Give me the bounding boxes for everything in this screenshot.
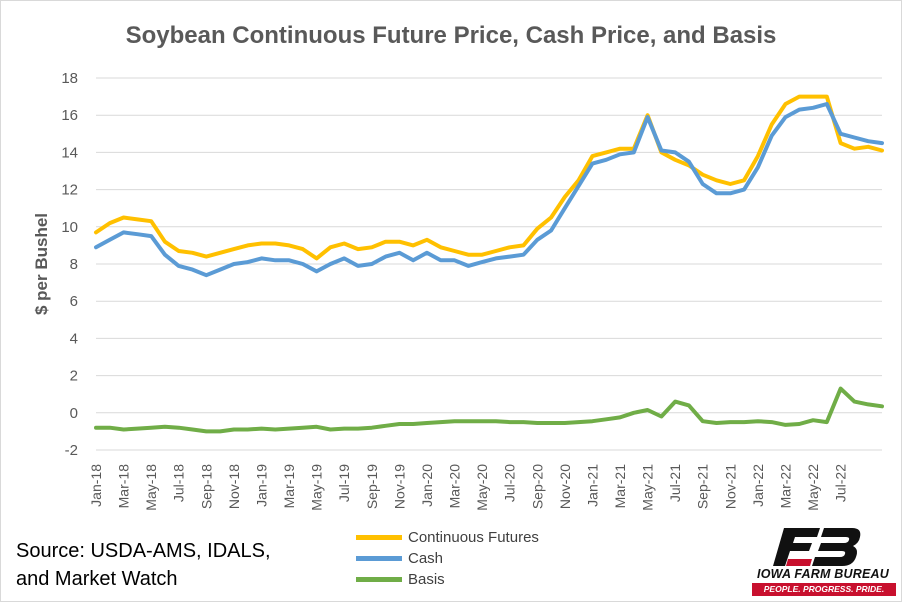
x-tick-label: Jul-22: [833, 464, 849, 502]
series-line-cash: [94, 102, 884, 278]
x-tick-label: Jan-18: [88, 464, 104, 507]
gridlines: [96, 77, 882, 451]
series-lines: [94, 94, 884, 434]
y-tick-label: 4: [70, 330, 78, 347]
x-tick-label: Jul-19: [336, 464, 352, 502]
source-line-2: and Market Watch: [16, 568, 178, 590]
x-tick-label: Nov-18: [226, 464, 242, 509]
x-tick-label: Mar-22: [777, 464, 793, 509]
legend-swatch-futures: [356, 535, 402, 540]
x-tick-label: Jan-20: [419, 464, 435, 507]
fb-logo-mark-icon: [773, 528, 861, 566]
series-line-basis: [94, 386, 884, 434]
y-tick-label: 16: [61, 107, 78, 124]
y-tick-label: 8: [70, 256, 78, 273]
x-tick-label: Jul-21: [667, 464, 683, 502]
y-tick-label: 10: [61, 219, 78, 236]
y-tick-label: -2: [65, 442, 78, 459]
x-tick-label: Mar-20: [447, 464, 463, 509]
x-tick-label: Sep-19: [364, 464, 380, 509]
x-tick-label: Jan-21: [584, 464, 600, 507]
y-tick-label: 2: [70, 368, 78, 385]
logo-tagline: PEOPLE. PROGRESS. PRIDE.: [752, 583, 896, 596]
legend-item-cash: Cash: [356, 548, 539, 569]
legend: Continuous Futures Cash Basis: [356, 527, 539, 590]
y-axis-tick-labels: -2 0 2 4 6 8 10 12 14 16 18: [61, 70, 78, 459]
y-tick-label: 12: [61, 182, 78, 199]
x-tick-label: May-18: [143, 464, 159, 511]
y-axis-label: $ per Bushel: [32, 213, 51, 315]
x-tick-label: Mar-18: [116, 464, 132, 509]
x-tick-label: Jan-22: [750, 464, 766, 507]
source-note: Source: USDA-AMS, IDALS, and Market Watc…: [16, 537, 271, 593]
logo-wordmark: IOWA FARM BUREAU: [757, 567, 889, 581]
legend-swatch-basis: [356, 577, 402, 582]
x-axis-tick-labels: Jan-18 Mar-18 May-18 Jul-18 Sep-18 Nov-18 Jan-…: [88, 464, 849, 511]
legend-label-cash: Cash: [408, 550, 444, 567]
x-tick-label: Jul-20: [502, 464, 518, 502]
chart-title: Soybean Continuous Future Price, Cash Pr…: [125, 22, 777, 49]
legend-item-futures: Continuous Futures: [356, 527, 539, 548]
x-tick-label: Nov-21: [722, 464, 738, 509]
legend-label-basis: Basis: [408, 571, 445, 588]
y-tick-label: 14: [61, 144, 78, 161]
x-tick-label: May-20: [474, 464, 490, 511]
x-tick-label: Nov-20: [557, 464, 573, 509]
iowa-farm-bureau-logo: IOWA FARM BUREAU PEOPLE. PROGRESS. PRIDE…: [748, 526, 898, 598]
x-tick-label: Mar-19: [281, 464, 297, 509]
x-tick-label: Jan-19: [253, 464, 269, 507]
x-tick-label: Sep-18: [198, 464, 214, 509]
x-tick-label: Jul-18: [171, 464, 187, 502]
line-chart: -2 0 2 4 6 8 10 12 14 16 18 Jan-18 Mar-18 May-18 Jul-…: [32, 70, 884, 511]
x-tick-label: Nov-19: [391, 464, 407, 509]
series-line-continuous-futures: [94, 94, 884, 261]
y-tick-label: 0: [70, 405, 78, 422]
legend-item-basis: Basis: [356, 569, 539, 590]
legend-label-futures: Continuous Futures: [408, 529, 539, 546]
x-tick-label: May-19: [309, 464, 325, 511]
x-tick-label: Sep-20: [529, 464, 545, 509]
x-tick-label: Mar-21: [612, 464, 628, 509]
source-line-1: Source: USDA-AMS, IDALS,: [16, 540, 271, 562]
x-tick-label: May-21: [640, 464, 656, 511]
y-tick-label: 18: [61, 70, 78, 87]
x-tick-label: Sep-21: [695, 464, 711, 509]
x-tick-label: May-22: [805, 464, 821, 511]
y-tick-label: 6: [70, 293, 78, 310]
legend-swatch-cash: [356, 556, 402, 561]
